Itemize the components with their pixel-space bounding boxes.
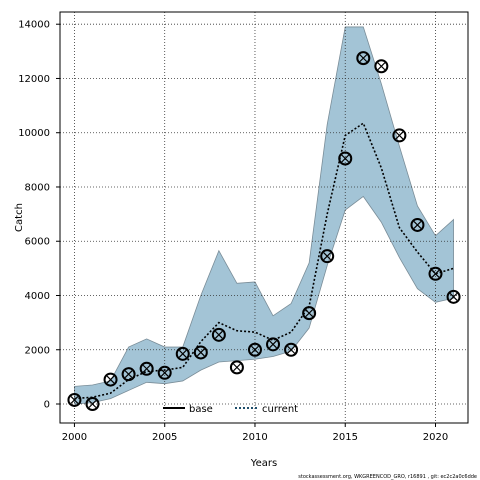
marker-circle	[85, 397, 100, 412]
marker-cross	[178, 349, 187, 358]
marker-circle	[139, 361, 154, 376]
data-point-marker	[157, 365, 172, 380]
data-point-marker	[103, 372, 118, 387]
marker-cross	[88, 400, 97, 408]
y-tick-label: 10000	[18, 128, 50, 139]
y-tick-label: 2000	[25, 345, 50, 356]
confidence-band	[74, 26, 454, 405]
data-point-marker	[67, 392, 82, 407]
marker-cross	[124, 370, 133, 379]
data-point-marker	[139, 361, 154, 376]
marker-circle	[229, 360, 244, 375]
x-axis-ticks: 2000 2005 2010 2015 2020	[62, 423, 448, 443]
legend-label-base: base	[189, 404, 213, 415]
data-point-marker	[85, 397, 100, 412]
x-axis-title: Years	[250, 458, 277, 469]
y-tick-label: 14000	[18, 20, 50, 31]
marker-cross	[160, 368, 169, 377]
data-point-marker	[266, 337, 281, 352]
x-tick-label: 2005	[152, 432, 177, 443]
data-point-marker	[302, 306, 317, 321]
marker-cross	[214, 330, 223, 339]
series-line-current	[74, 122, 454, 400]
data-point-marker	[193, 345, 208, 360]
marker-circle	[374, 59, 389, 74]
data-point-marker	[229, 360, 244, 375]
data-point-marker	[175, 346, 190, 361]
marker-cross	[106, 375, 115, 384]
marker-circle	[67, 392, 82, 407]
data-point-marker	[410, 217, 425, 232]
y-tick-label: 4000	[25, 291, 50, 302]
x-tick-label: 2015	[333, 432, 358, 443]
marker-circle	[247, 342, 262, 357]
marker-circle	[392, 128, 407, 143]
data-point-marker	[121, 367, 136, 382]
marker-circle	[175, 346, 190, 361]
confidence-band-layer	[74, 26, 454, 405]
marker-cross	[287, 345, 296, 354]
y-axis-title: Catch	[14, 203, 25, 232]
data-point-marker	[320, 249, 335, 264]
marker-cross	[251, 345, 259, 354]
data-point-marker	[211, 327, 226, 342]
marker-circle	[211, 327, 226, 342]
marker-cross	[305, 309, 314, 318]
y-tick-label: 6000	[25, 237, 50, 248]
data-point-marker	[392, 128, 407, 143]
marker-cross	[413, 221, 422, 229]
marker-circle	[121, 367, 136, 382]
marker-circle	[284, 342, 299, 357]
marker-circle	[302, 306, 317, 321]
x-tick-label: 2000	[62, 432, 87, 443]
y-tick-label: 8000	[25, 182, 50, 193]
x-tick-label: 2020	[423, 432, 448, 443]
data-point-marker	[428, 266, 443, 281]
footnote: stockassessment.org, WKGREENCOD_GRO, r16…	[298, 474, 477, 480]
marker-cross	[449, 292, 458, 301]
marker-cross	[395, 131, 404, 140]
series-line-layer	[74, 122, 454, 400]
marker-circle	[410, 217, 425, 232]
marker-cross	[377, 62, 386, 71]
y-axis-ticks: 0 2000 4000 6000 8000 10000 12000 14000	[18, 20, 60, 411]
marker-cross	[196, 348, 205, 357]
y-tick-label: 0	[44, 400, 50, 411]
legend: base current	[163, 404, 298, 415]
marker-circle	[193, 345, 208, 360]
marker-circle	[320, 249, 335, 264]
marker-cross	[232, 363, 241, 372]
grid-layer	[60, 12, 468, 423]
marker-cross	[142, 364, 151, 373]
x-tick-label: 2010	[242, 432, 267, 443]
marker-layer	[67, 51, 461, 412]
marker-circle	[157, 365, 172, 380]
data-point-marker	[338, 151, 353, 166]
marker-circle	[103, 372, 118, 387]
marker-cross	[431, 269, 440, 278]
marker-cross	[269, 340, 277, 349]
legend-label-current: current	[262, 404, 298, 415]
data-point-marker	[446, 289, 461, 304]
marker-cross	[341, 154, 350, 163]
marker-circle	[356, 51, 371, 66]
marker-circle	[428, 266, 443, 281]
marker-cross	[323, 252, 332, 261]
data-point-marker	[374, 59, 389, 74]
data-point-marker	[247, 342, 262, 357]
data-point-marker	[356, 51, 371, 66]
plot-frame	[59, 11, 469, 424]
marker-circle	[338, 151, 353, 166]
marker-circle	[266, 337, 281, 352]
y-tick-label: 12000	[18, 74, 50, 85]
marker-cross	[70, 396, 79, 404]
marker-cross	[359, 54, 368, 63]
data-point-marker	[284, 342, 299, 357]
marker-circle	[446, 289, 461, 304]
